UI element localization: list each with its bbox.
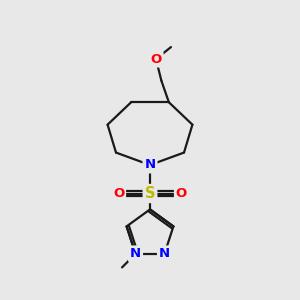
Text: N: N	[144, 158, 156, 172]
Text: O: O	[113, 187, 124, 200]
Text: S: S	[145, 186, 155, 201]
Text: N: N	[159, 248, 170, 260]
Text: O: O	[150, 52, 162, 66]
Text: O: O	[176, 187, 187, 200]
Text: N: N	[130, 248, 141, 260]
